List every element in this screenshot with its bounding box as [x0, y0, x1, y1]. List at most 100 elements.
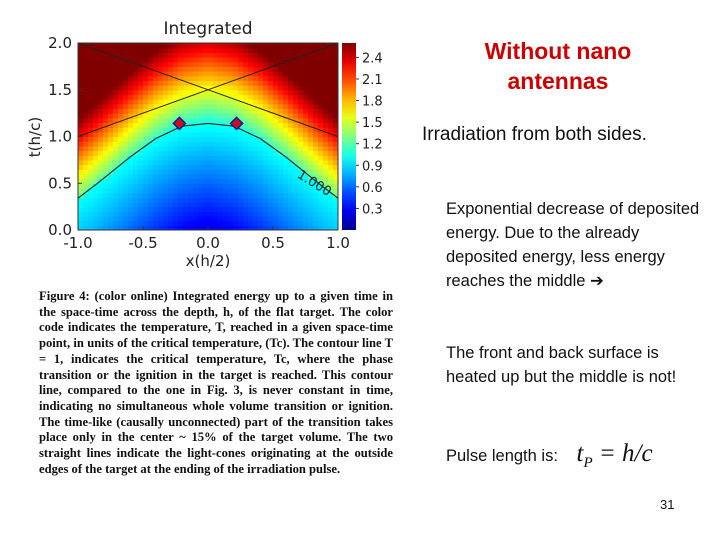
heatmap-cell	[283, 201, 289, 208]
heatmap-cell	[233, 85, 239, 91]
heatmap-cell	[88, 136, 94, 142]
heatmap-cell	[163, 197, 169, 203]
heatmap-cell	[188, 103, 194, 110]
heatmap-cell	[303, 99, 309, 105]
heatmap-cell	[148, 131, 154, 138]
heatmap-cell	[293, 201, 299, 208]
heatmap-cell	[83, 150, 89, 156]
heatmap-cell	[248, 113, 254, 119]
heatmap-cell	[168, 201, 174, 208]
heatmap-cell	[328, 155, 334, 161]
heatmap-cell	[188, 89, 194, 96]
heatmap-cell	[218, 215, 224, 222]
heatmap-cell	[328, 52, 334, 58]
heatmap-cell	[93, 215, 99, 222]
heatmap-cell	[248, 80, 254, 86]
heatmap-cell	[303, 211, 309, 217]
heatmap-cell	[83, 225, 89, 230]
heatmap-cell	[268, 215, 274, 222]
heatmap-cell	[158, 52, 164, 58]
heatmap-cell	[313, 57, 319, 63]
heatmap-cell	[208, 187, 214, 194]
heatmap-cell	[258, 215, 264, 222]
heatmap-cell	[243, 150, 249, 156]
heatmap-cell	[263, 103, 269, 110]
heatmap-cell	[83, 192, 89, 198]
heatmap-cell	[218, 201, 224, 208]
heatmap-cell	[258, 183, 264, 189]
heatmap-cell	[138, 103, 144, 110]
heatmap-cell	[293, 43, 299, 49]
heatmap-cell	[318, 220, 324, 226]
heatmap-cell	[158, 94, 164, 100]
heatmap-cell	[178, 108, 184, 114]
heatmap-cell	[128, 57, 134, 63]
heatmap-cell	[123, 127, 129, 133]
heatmap-cell	[128, 145, 134, 152]
heatmap-cell	[233, 164, 239, 170]
heatmap-cell	[308, 47, 314, 53]
heatmap-cell	[323, 192, 329, 198]
heatmap-cell	[313, 164, 319, 170]
heatmap-cell	[183, 197, 189, 203]
heatmap-cell	[228, 47, 234, 53]
heatmap-cell	[98, 211, 104, 217]
heatmap-cell	[203, 150, 209, 156]
heatmap-cell	[228, 122, 234, 128]
heatmap-cell	[268, 173, 274, 180]
heatmap-cell	[248, 127, 254, 133]
heatmap-cell	[258, 187, 264, 194]
heatmap-cell	[188, 127, 194, 133]
heatmap-cell	[213, 187, 219, 194]
heatmap-cell	[268, 206, 274, 212]
heatmap-cell	[103, 187, 109, 194]
heatmap-cell	[188, 192, 194, 198]
heatmap-cell	[283, 43, 289, 49]
heatmap-cell	[98, 201, 104, 208]
heatmap-cell	[213, 66, 219, 72]
heatmap-cell	[183, 145, 189, 152]
heatmap-cell	[153, 145, 159, 152]
heatmap-cell	[243, 108, 249, 114]
markers	[172, 116, 244, 131]
heatmap-cell	[328, 187, 334, 194]
heatmap-cell	[243, 66, 249, 72]
heatmap-cell	[98, 206, 104, 212]
heatmap-cell	[93, 201, 99, 208]
heatmap-cell	[288, 145, 294, 152]
heatmap-cell	[128, 47, 134, 53]
heatmap-cell	[203, 89, 209, 96]
heatmap-cell	[113, 89, 119, 96]
heatmap-cell	[293, 136, 299, 142]
heatmap-cell	[128, 155, 134, 161]
heatmap-cell	[78, 103, 84, 110]
heatmap-cell	[278, 47, 284, 53]
heatmap-cell	[158, 66, 164, 72]
heatmap-cell	[263, 215, 269, 222]
heatmap-cell	[198, 57, 204, 63]
heatmap-cell	[258, 173, 264, 180]
heatmap-cell	[83, 201, 89, 208]
heatmap-cell	[113, 201, 119, 208]
heatmap-cell	[318, 94, 324, 100]
heatmap-cell	[88, 187, 94, 194]
heatmap-cell	[143, 103, 149, 110]
heatmap-cell	[308, 52, 314, 58]
heatmap-cell	[163, 141, 169, 147]
heatmap-cell	[243, 61, 249, 67]
heatmap-cell	[123, 220, 129, 226]
heatmap-cell	[173, 201, 179, 208]
heatmap-cell	[168, 71, 174, 77]
heatmap-cell	[283, 66, 289, 72]
heatmap-cell	[193, 113, 199, 119]
heatmap-cell	[133, 197, 139, 203]
heatmap-cell	[203, 43, 209, 49]
heatmap-cell	[298, 141, 304, 147]
heatmap-cell	[283, 169, 289, 175]
heatmap-cell	[318, 164, 324, 170]
heatmap-cell	[208, 71, 214, 77]
heatmap-cell	[288, 103, 294, 110]
heatmap-cell	[253, 122, 259, 128]
heatmap-cell	[208, 103, 214, 110]
heatmap-cell	[93, 211, 99, 217]
